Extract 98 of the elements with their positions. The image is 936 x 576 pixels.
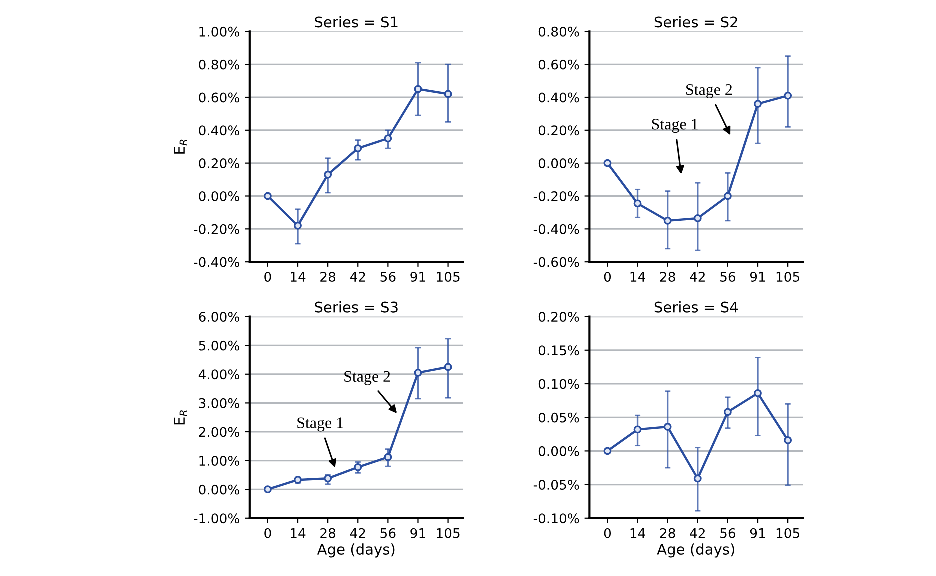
x-tick-label: 0 bbox=[604, 528, 612, 538]
x-tick-label: 105 bbox=[437, 272, 460, 282]
point bbox=[724, 408, 732, 416]
x-tick-label: 56 bbox=[380, 272, 396, 282]
x-tick-label: 14 bbox=[630, 272, 646, 282]
x-tick-label: 28 bbox=[320, 528, 336, 538]
chart-title: Series = S4 bbox=[654, 302, 738, 313]
y-tick-label: 0.00% bbox=[538, 446, 580, 456]
y-axis-title: E$_{R}$ bbox=[174, 140, 188, 154]
y-tick-label: -0.05% bbox=[534, 480, 580, 490]
x-tick-label: 0 bbox=[604, 272, 612, 282]
x-tick-label: 105 bbox=[437, 528, 460, 538]
x-tick-label: 14 bbox=[630, 528, 646, 538]
y-tick-label: 0.20% bbox=[538, 312, 580, 322]
x-tick-label: 42 bbox=[690, 528, 705, 538]
point bbox=[694, 474, 702, 483]
x-tick-label: 28 bbox=[660, 528, 676, 538]
x-tick-label: 56 bbox=[380, 528, 396, 538]
point bbox=[444, 363, 452, 372]
point bbox=[264, 486, 272, 494]
point bbox=[414, 369, 422, 377]
annotation: Stage 2 bbox=[344, 371, 390, 386]
y-tick-label: 0.60% bbox=[199, 92, 240, 103]
point bbox=[754, 389, 762, 398]
y-tick-label: 0.15% bbox=[538, 346, 580, 356]
x-tick-label: 91 bbox=[410, 272, 426, 282]
point bbox=[724, 192, 732, 200]
x-tick-label: 28 bbox=[660, 272, 676, 282]
x-tick-label: 14 bbox=[291, 272, 306, 282]
point bbox=[414, 85, 422, 94]
x-tick-label: 28 bbox=[320, 272, 336, 282]
x-tick-label: 42 bbox=[690, 272, 705, 282]
y-tick-label: 0.20% bbox=[199, 158, 240, 169]
point bbox=[354, 144, 362, 152]
y-tick-label: 1.00% bbox=[200, 456, 240, 466]
x-tick-label: 105 bbox=[776, 528, 800, 538]
x-tick-label: 91 bbox=[410, 528, 426, 538]
point bbox=[754, 100, 762, 108]
chart-title: Series = S3 bbox=[315, 302, 398, 313]
x-tick-label: 91 bbox=[750, 272, 766, 282]
y-tick-label: -0.10% bbox=[534, 514, 580, 524]
y-tick-label: -1.00% bbox=[194, 514, 240, 524]
y-tick-label: 0.20% bbox=[538, 126, 580, 136]
x-tick-label: 42 bbox=[350, 528, 366, 538]
annotation: Stage 2 bbox=[686, 84, 732, 98]
point bbox=[294, 222, 302, 230]
y-tick-label: -0.40% bbox=[194, 257, 240, 268]
y-tick-label: 0.10% bbox=[538, 379, 580, 390]
y-tick-label: 0.05% bbox=[538, 412, 580, 423]
y-axis-title: E$_{R}$ bbox=[174, 410, 188, 425]
x-tick-label: 56 bbox=[720, 272, 736, 282]
point bbox=[384, 453, 392, 462]
point bbox=[604, 447, 612, 456]
y-tick-label: 6.00% bbox=[199, 312, 240, 322]
point bbox=[324, 474, 332, 483]
y-tick-label: -0.20% bbox=[194, 224, 240, 234]
point bbox=[634, 200, 642, 208]
x-tick-label: 91 bbox=[750, 528, 766, 538]
y-tick-label: 0.00% bbox=[199, 191, 240, 202]
y-tick-label: 5.00% bbox=[199, 340, 240, 351]
point bbox=[444, 90, 452, 98]
y-tick-label: -0.60% bbox=[534, 257, 580, 268]
y-tick-label: 0.80% bbox=[538, 26, 580, 37]
annotation: Stage 1 bbox=[298, 418, 344, 432]
y-tick-label: 0.40% bbox=[199, 126, 240, 136]
point bbox=[634, 426, 642, 434]
point bbox=[354, 463, 362, 472]
x-tick-label: 56 bbox=[720, 528, 736, 538]
y-tick-label: 0.40% bbox=[538, 92, 580, 103]
annotation: Stage 1 bbox=[652, 119, 698, 134]
point bbox=[604, 159, 612, 168]
chart-title: Series = S1 bbox=[315, 16, 398, 28]
y-tick-label: 0.60% bbox=[538, 60, 580, 70]
point bbox=[694, 214, 702, 222]
point bbox=[784, 92, 792, 100]
y-tick-label: 1.00% bbox=[200, 26, 240, 37]
y-tick-label: 0.80% bbox=[199, 60, 240, 70]
x-tick-label: 0 bbox=[264, 272, 272, 282]
point bbox=[664, 423, 672, 431]
point bbox=[784, 436, 792, 444]
y-tick-label: -0.40% bbox=[534, 224, 580, 234]
x-axis-title: Age (days) bbox=[657, 544, 734, 558]
point bbox=[664, 216, 672, 225]
x-tick-label: 0 bbox=[264, 528, 272, 538]
x-tick-label: 42 bbox=[350, 272, 366, 282]
x-axis-title: Age (days) bbox=[317, 544, 395, 558]
chart-title: Series = S2 bbox=[654, 16, 738, 28]
y-tick-label: -0.20% bbox=[534, 191, 580, 202]
y-tick-label: 4.00% bbox=[198, 370, 240, 380]
x-tick-label: 105 bbox=[776, 272, 800, 282]
y-tick-label: 0.00% bbox=[538, 158, 580, 169]
x-tick-label: 14 bbox=[291, 528, 306, 538]
y-tick-label: 2.00% bbox=[199, 427, 240, 438]
point bbox=[264, 192, 272, 200]
y-tick-label: 0.00% bbox=[199, 484, 240, 495]
y-tick-label: 3.00% bbox=[199, 398, 240, 408]
point bbox=[384, 134, 392, 143]
point bbox=[324, 170, 332, 179]
